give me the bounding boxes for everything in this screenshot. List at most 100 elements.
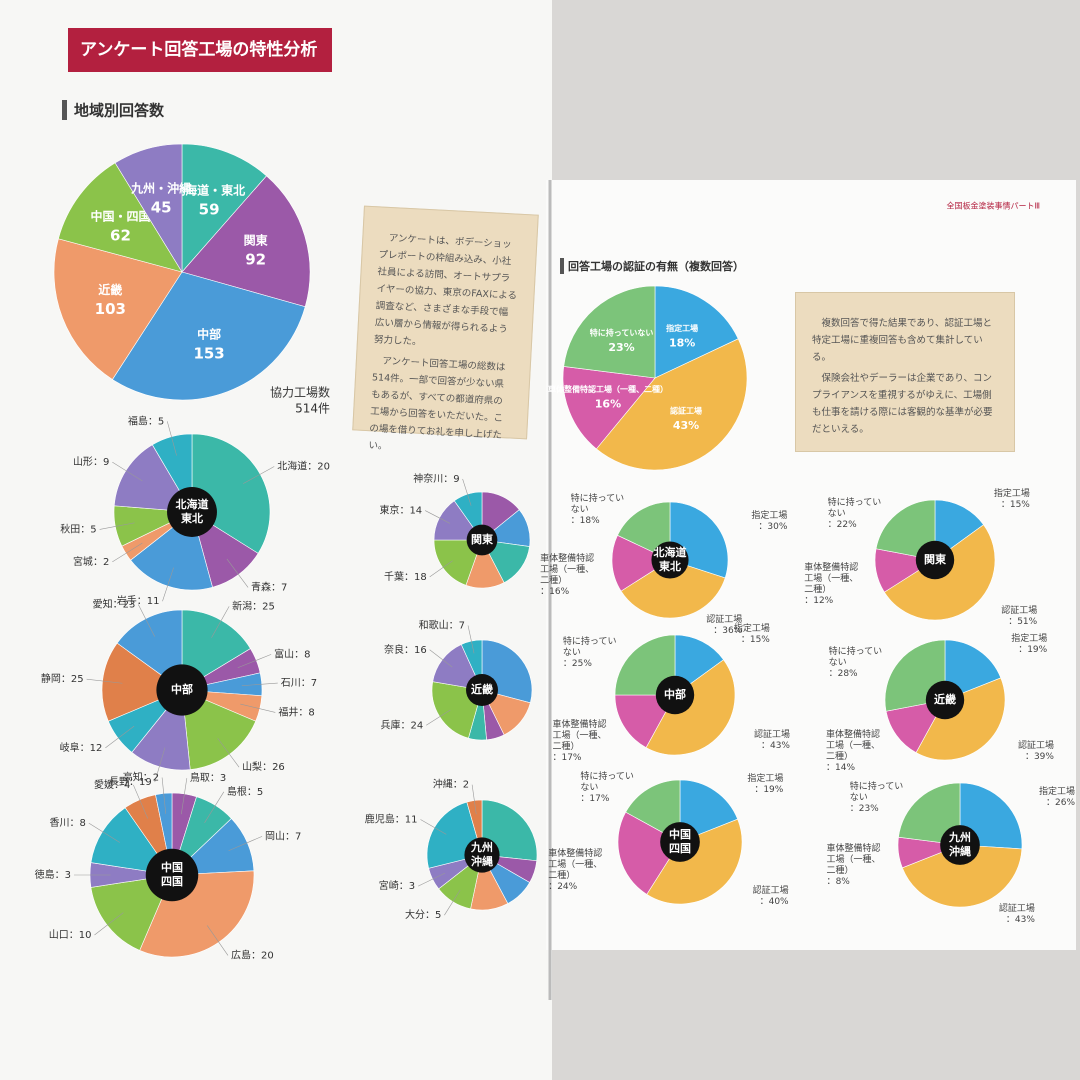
center-label: 近畿	[934, 692, 956, 706]
cert-value-row: ：43%	[973, 915, 1035, 926]
label-part: 3	[409, 881, 415, 892]
center-label: 沖縄	[471, 854, 493, 868]
separator: ：	[758, 522, 768, 533]
center-disc	[156, 664, 208, 716]
label-part: 東京	[379, 504, 399, 517]
leader-line	[420, 819, 447, 835]
separator: ：	[754, 785, 764, 796]
cert-value-row: ：24%	[548, 882, 610, 893]
cert-category: 特に持っていない	[570, 494, 625, 516]
leader-line	[105, 725, 135, 749]
label-part: 8	[308, 707, 314, 718]
label-part: 5	[435, 910, 441, 921]
cert-label: 特に持っていない ：23%	[850, 782, 912, 815]
label-part: 大分	[405, 908, 425, 921]
memo-text: アンケートは、ボデーショップレポートの枠組み込み、小社社員による訪問、オートサプ…	[373, 232, 518, 348]
leader-line	[228, 836, 263, 852]
label-part: 山梨	[242, 760, 262, 773]
cert-category: 車体整備特認工場（一種、二種）	[548, 849, 603, 882]
cert-label: 特に持っていない ：25%	[563, 637, 625, 670]
region-label: 福井：8	[278, 705, 314, 718]
total-value: 514件	[295, 402, 330, 416]
label-part: ：	[399, 506, 409, 517]
center-disc	[466, 674, 498, 706]
label-part: 島根	[227, 785, 247, 798]
label-part: ：	[271, 582, 281, 593]
pie-slice	[53, 238, 183, 380]
center-label: 東北	[659, 559, 681, 573]
leader-line	[166, 421, 177, 456]
cert-value: 18%	[579, 516, 600, 527]
label-part: ：	[425, 910, 435, 921]
label-part: ：	[404, 645, 414, 656]
label-part: 岐阜	[60, 741, 80, 754]
leader-line	[217, 738, 240, 768]
leader-line	[429, 560, 453, 578]
page-title: アンケート回答工場の特性分析	[80, 39, 317, 60]
leader-line	[426, 709, 451, 726]
leader-line	[418, 872, 446, 887]
region-label: 沖縄：2	[433, 778, 469, 791]
label-part: ：	[114, 780, 124, 791]
cert-value-row: ：14%	[826, 763, 888, 774]
center-label: 中国	[669, 827, 691, 841]
cert-label: 認証工場 ：43%	[973, 904, 1035, 926]
region-label: 長野：19	[109, 776, 152, 788]
label-part: ：	[93, 457, 103, 468]
cert-value-row: ：36%	[680, 626, 742, 637]
label-part: 徳島	[35, 868, 55, 881]
label-part: ：	[129, 777, 139, 788]
region-label: 鳥取：3	[190, 771, 226, 784]
leader-line	[462, 478, 472, 506]
region-label: 福島：5	[128, 414, 164, 427]
slice-value: 59	[199, 201, 220, 219]
cert-category: 特に持っていない	[827, 497, 882, 519]
label-part: 2	[103, 557, 109, 568]
separator: ：	[1018, 644, 1028, 655]
label-part: 鹿児島	[365, 813, 395, 826]
label-part: ：	[404, 572, 414, 583]
cert-value: 23%	[858, 804, 879, 815]
cert-value-row: ：19%	[721, 785, 783, 796]
leader-line	[237, 654, 272, 669]
separator: ：	[759, 896, 769, 907]
leader-line	[211, 606, 230, 638]
label-part: 青森	[251, 580, 271, 593]
label-part: 兵庫	[380, 718, 400, 731]
label-part: ：	[453, 780, 463, 791]
label-part: 10	[79, 930, 92, 941]
slice-label: 近畿	[98, 282, 122, 297]
cert-category: 車体整備特認工場（一種、二種）	[804, 562, 859, 595]
slice-label: 特に持っていない	[590, 328, 654, 338]
label-part: 9	[103, 457, 109, 468]
label-part: 2	[153, 773, 159, 784]
leader-line	[243, 466, 275, 484]
center-disc	[915, 540, 955, 580]
label-part: 20	[261, 950, 274, 961]
cert-category: 指定工場	[747, 774, 784, 785]
label-part: ：	[395, 815, 405, 826]
cert-value: 39%	[1033, 752, 1054, 762]
cert-value: 51%	[1017, 617, 1038, 628]
pie-slice	[674, 634, 724, 696]
label-part: ：	[69, 818, 79, 829]
label-part: ：	[55, 870, 65, 881]
pie-slice	[645, 659, 736, 756]
cert-value-row: ：30%	[725, 522, 787, 533]
label-part: 山形	[73, 456, 93, 468]
pie-slice	[625, 779, 681, 843]
cert-value: 24%	[557, 882, 578, 893]
center-label: 関東	[924, 552, 947, 566]
label-part: ：	[298, 707, 308, 718]
label-part: 5	[90, 524, 96, 535]
region-label: 北海道：20	[277, 459, 330, 472]
center-disc	[940, 825, 980, 865]
center-label: 北海道	[176, 497, 209, 511]
label-part: 16	[414, 645, 427, 656]
region-label: 愛知：23	[93, 598, 136, 611]
label-part: ：	[80, 743, 90, 754]
cert-label: 車体整備特認工場（一種、二種） ：17%	[552, 720, 614, 764]
label-part: 24	[410, 720, 423, 731]
label-part: 千葉	[384, 570, 404, 583]
cert-value: 16%	[549, 587, 570, 598]
